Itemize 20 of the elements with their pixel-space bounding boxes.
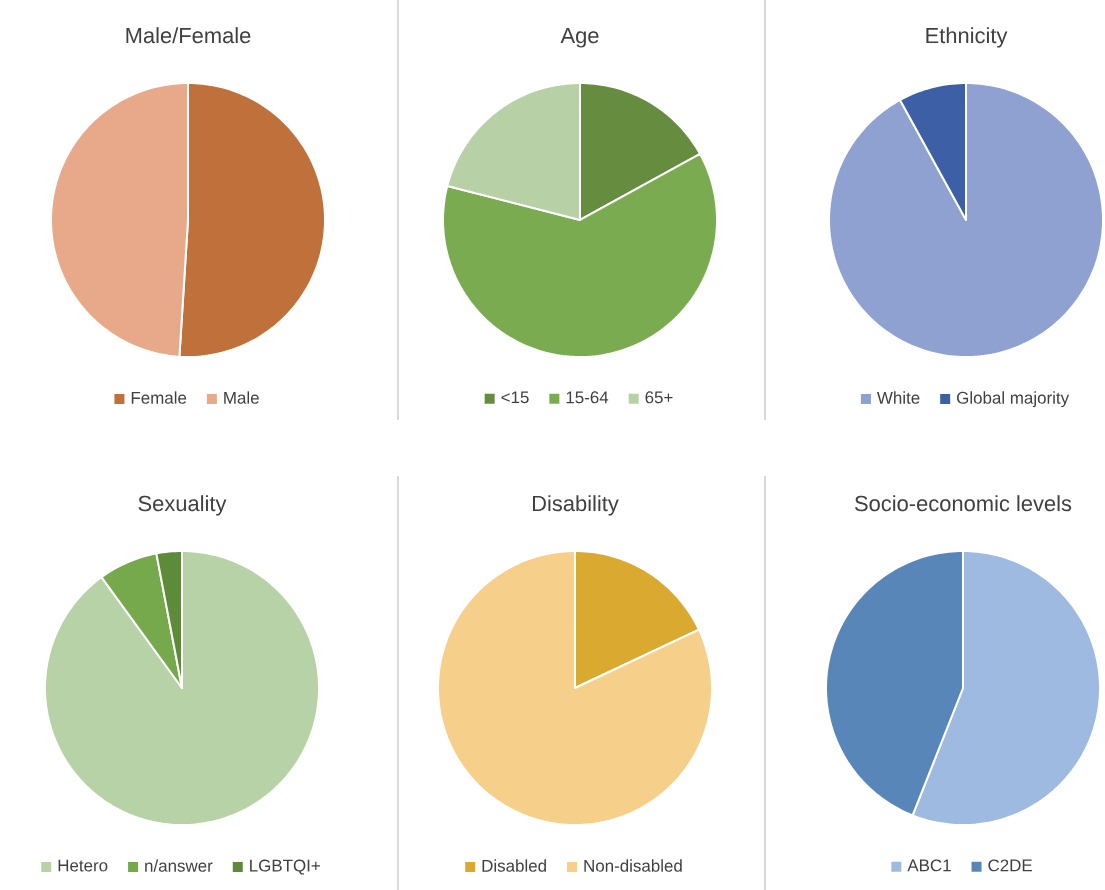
legend-label: C2DE [988,859,1032,872]
chart-title: Male/Female [126,27,251,44]
legend-label: Male [224,391,259,404]
legend-label: Female [131,391,187,404]
chart-title: Disability [532,495,619,516]
legend-label: Hetero [58,859,108,872]
legend-label: LGBTQI+ [250,859,320,875]
legend-label: n/answer [145,859,213,872]
legend-label: 15-64 [566,391,609,404]
chart-title: Ethnicity [926,27,1008,48]
legend-label: Disabled [482,859,546,872]
legend-label: Non-disabled [584,859,682,872]
legend-label: <15 [501,391,529,404]
legend-label: 65+ [645,391,673,404]
legend-label: ABC1 [907,859,951,872]
chart-title: Sexuality [138,495,227,516]
chart-title: Age [560,27,599,48]
chart-title: Socio-economic levels [854,495,1072,512]
legend-label: White [876,391,920,404]
legend-label: Global majority [957,391,1070,408]
